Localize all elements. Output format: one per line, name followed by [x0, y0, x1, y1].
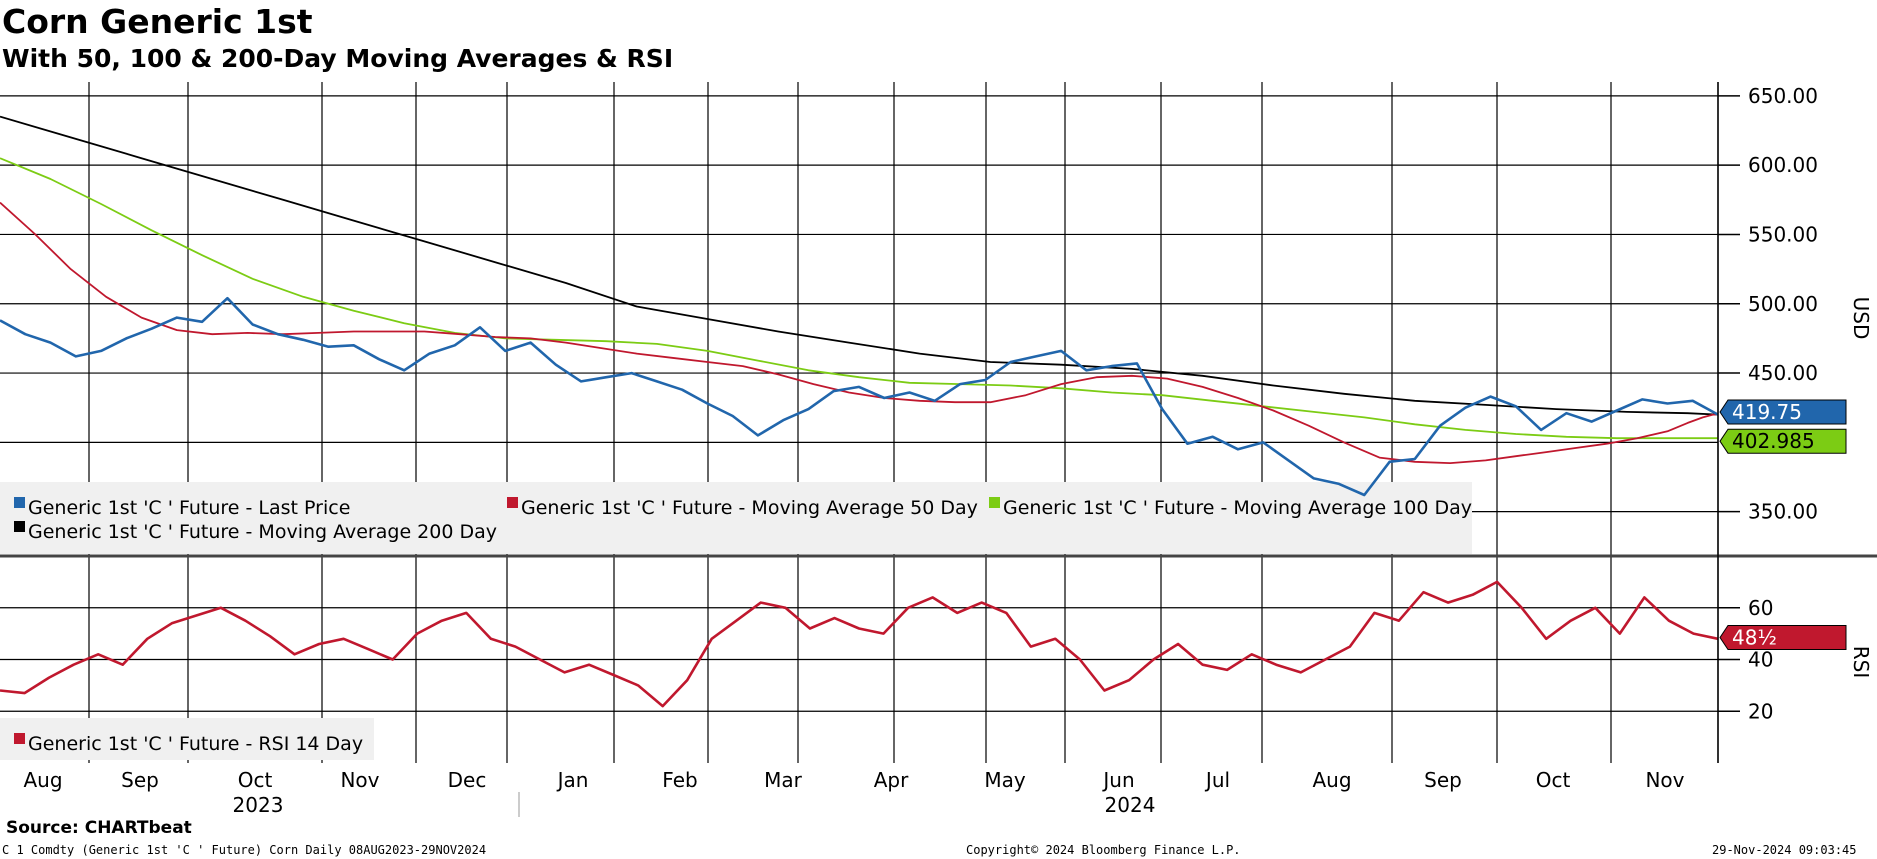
price-legend-box: [0, 482, 1472, 554]
rsi-last-label-shape: [1719, 625, 1847, 651]
legend-swatch-rsi: [14, 733, 25, 744]
grid: [0, 82, 1877, 763]
source-note: Source: CHARTbeat: [6, 818, 192, 838]
legend-ma100: Generic 1st 'C ' Future - Moving Average…: [1003, 497, 1472, 519]
month-label: Sep: [121, 768, 159, 792]
series-group: [0, 115, 1719, 708]
price-last-label: 419.75: [1719, 399, 1847, 425]
rsi-tick-label: 40: [1748, 648, 1773, 672]
legend-ma200: Generic 1st 'C ' Future - Moving Average…: [28, 521, 497, 543]
ma50-line: [0, 201, 1718, 464]
rsi-axis-title: RSI: [1849, 646, 1873, 679]
month-label: Nov: [340, 768, 379, 792]
rsi-tick-label: 20: [1748, 699, 1773, 723]
last-value-labels: 419.75 402.985 48½: [1719, 399, 1847, 651]
price-last-label-shape: [1719, 399, 1847, 425]
footer-left: C 1 Comdty (Generic 1st 'C ' Future) Cor…: [2, 843, 487, 857]
rsi-legend-box: [0, 718, 374, 760]
month-label: May: [984, 768, 1026, 792]
legend-swatch-ma200: [14, 521, 25, 532]
year-label-2024: 2024: [1105, 793, 1156, 817]
price-line: [0, 296, 1719, 497]
price-tick-label: 650.00: [1748, 84, 1818, 108]
legend-rsi: Generic 1st 'C ' Future - RSI 14 Day: [28, 733, 363, 755]
chart-subtitle: With 50, 100 & 200-Day Moving Averages &…: [2, 44, 674, 73]
legend-swatch-ma100: [989, 497, 1000, 508]
ma100-last-label-text: 402.985: [1732, 429, 1815, 453]
month-label: Apr: [874, 768, 909, 792]
month-label: Sep: [1424, 768, 1462, 792]
legend-ma50: Generic 1st 'C ' Future - Moving Average…: [521, 497, 978, 519]
ma100-line: [0, 157, 1718, 440]
rsi-last-label-text: 48½: [1732, 626, 1777, 650]
month-label: Jun: [1101, 768, 1134, 792]
footer-center: Copyright© 2024 Bloomberg Finance L.P.: [966, 843, 1241, 857]
month-label: Mar: [764, 768, 803, 792]
price-tick-label: 350.00: [1748, 500, 1818, 524]
ma100-last-label: 402.985: [1719, 428, 1847, 454]
legend-swatch-ma50: [507, 497, 518, 508]
ma100-last-label-shape: [1719, 428, 1847, 454]
month-label: Oct: [1536, 768, 1571, 792]
legend-swatch-price: [14, 497, 25, 508]
month-label: Jul: [1204, 768, 1230, 792]
month-label: Oct: [238, 768, 273, 792]
month-label: Aug: [23, 768, 62, 792]
rsi-line: [0, 580, 1719, 708]
price-axis-title: USD: [1849, 297, 1873, 340]
rsi-last-label: 48½: [1719, 625, 1847, 651]
legend-price: Generic 1st 'C ' Future - Last Price: [28, 497, 350, 519]
rsi-tick-label: 60: [1748, 596, 1773, 620]
price-tick-label: 600.00: [1748, 153, 1818, 177]
chart-title: Corn Generic 1st: [2, 2, 313, 41]
price-tick-label: 550.00: [1748, 222, 1818, 246]
axes: 650.00 600.00 550.00 500.00 450.00 350.00 60 40…: [23, 82, 1873, 817]
price-last-label-text: 419.75: [1732, 400, 1802, 424]
ma200-line: [0, 115, 1719, 416]
price-tick-label: 450.00: [1748, 361, 1818, 385]
month-label: Nov: [1645, 768, 1684, 792]
legend: Generic 1st 'C ' Future - Last Price Gen…: [14, 497, 1472, 755]
footer-right: 29-Nov-2024 09:03:45: [1712, 843, 1857, 857]
month-label: Dec: [448, 768, 487, 792]
month-label: Aug: [1312, 768, 1351, 792]
month-label: Feb: [662, 768, 697, 792]
price-tick-label: 500.00: [1748, 292, 1818, 316]
year-label-2023: 2023: [233, 793, 284, 817]
month-label: Jan: [556, 768, 589, 792]
